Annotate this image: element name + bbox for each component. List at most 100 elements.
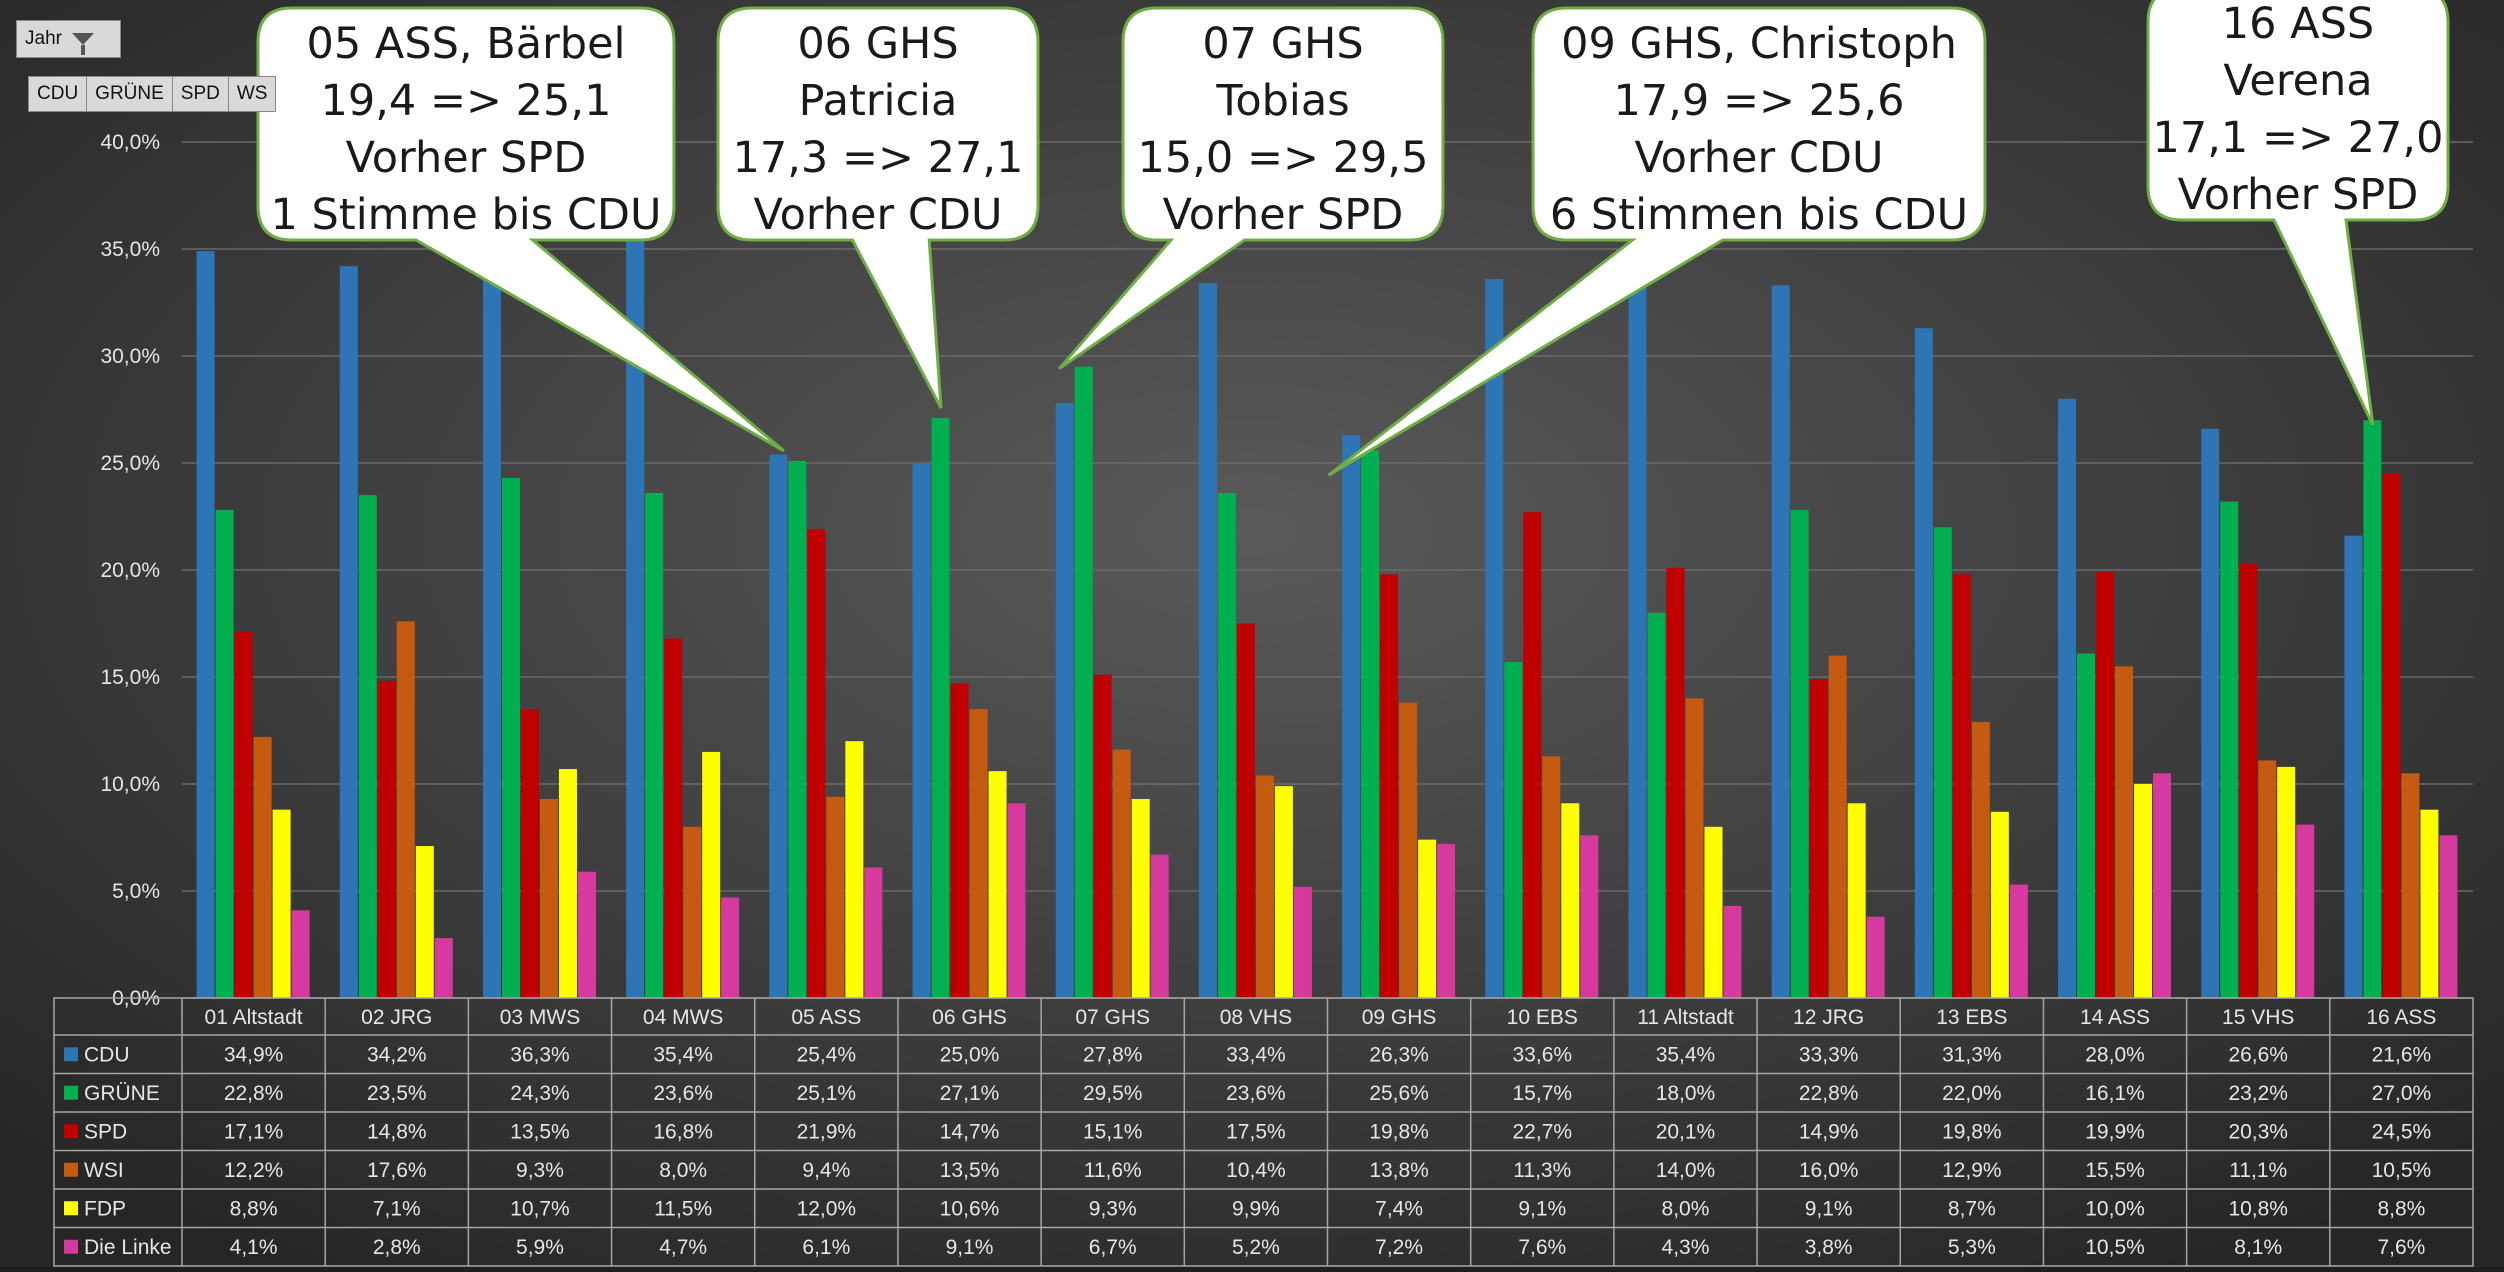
bar-wsi <box>1971 721 1990 998</box>
data-label: 7,6% <box>2377 1236 2425 1259</box>
data-label: 7,2% <box>1375 1236 1423 1259</box>
data-label: 16,1% <box>2085 1082 2145 1105</box>
bar-die-linke <box>2439 835 2458 998</box>
data-label: 36,3% <box>510 1043 570 1066</box>
callout-bubble <box>1058 6 1445 370</box>
legend-swatch-spd <box>64 1124 78 1139</box>
data-label: 8,0% <box>659 1159 707 1182</box>
data-label: 9,4% <box>802 1159 850 1182</box>
data-label: 17,1% <box>224 1120 284 1143</box>
callout-text: Vorher SPD <box>346 133 587 183</box>
bar-gruene <box>1647 612 1666 998</box>
data-label: 34,9% <box>224 1043 284 1066</box>
data-label: 14,9% <box>1799 1120 1859 1143</box>
bar-gruene <box>788 460 807 998</box>
legend-swatch-cdu <box>64 1047 78 1062</box>
bar-wsi <box>1112 749 1131 998</box>
data-label: 15,5% <box>2085 1159 2145 1182</box>
bar-spd <box>1236 623 1255 998</box>
data-label: 16,0% <box>1799 1159 1859 1182</box>
data-label: 15,1% <box>1083 1120 1143 1143</box>
bar-spd <box>807 529 826 998</box>
data-label: 9,1% <box>1805 1197 1853 1220</box>
data-label: 33,6% <box>1513 1043 1573 1066</box>
data-label: 5,3% <box>1948 1236 1996 1259</box>
bar-wsi <box>826 796 845 998</box>
y-tick-label: 35,0% <box>100 238 160 261</box>
data-label: 17,5% <box>1226 1120 1286 1143</box>
bar-gruene <box>501 477 520 999</box>
year-filter-button[interactable]: Jahr <box>16 20 121 58</box>
bar-spd <box>2239 563 2258 998</box>
bar-gruene <box>358 495 377 998</box>
bar-gruene <box>1361 450 1380 998</box>
bar-wsi <box>539 798 558 998</box>
bar-spd <box>1380 574 1399 998</box>
data-label: 9,3% <box>1089 1197 1137 1220</box>
series-fdp <box>272 741 2439 998</box>
bar-spd <box>1523 512 1542 998</box>
bar-spd <box>1952 574 1971 998</box>
category-label: 04 MWS <box>643 1006 724 1029</box>
bar-spd <box>2096 572 2115 998</box>
bar-fdp <box>988 771 1007 998</box>
callout-text: Verena <box>2223 56 2372 106</box>
bar-die-linke <box>577 871 596 998</box>
bar-cdu <box>626 240 645 998</box>
bar-cdu <box>1628 240 1647 998</box>
series-button-cdu[interactable]: CDU <box>28 76 87 112</box>
data-label: 9,1% <box>946 1236 994 1259</box>
data-label: 14,7% <box>940 1120 1000 1143</box>
callout-text: 6 Stimmen bis CDU <box>1550 190 1968 240</box>
bar-gruene <box>1074 366 1093 998</box>
data-label: 13,5% <box>940 1159 1000 1182</box>
y-tick-label: 10,0% <box>100 773 160 796</box>
callout-text: Patricia <box>799 76 958 126</box>
data-label: 27,8% <box>1083 1043 1143 1066</box>
legend-label-wsi: WSI <box>84 1159 124 1182</box>
category-label: 05 ASS <box>791 1006 861 1029</box>
category-label: 12 JRG <box>1793 1006 1864 1029</box>
y-tick-label: 20,0% <box>100 559 160 582</box>
legend-label-spd: SPD <box>84 1120 127 1143</box>
bar-wsi <box>1399 702 1418 998</box>
bar-fdp <box>1704 826 1723 998</box>
bar-wsi <box>683 826 702 998</box>
callout: 07 GHS Tobias 15,0 => 29,5 Vorher SPD <box>1058 6 1445 370</box>
bar-gruene <box>2220 501 2239 998</box>
data-label: 8,8% <box>2377 1197 2425 1220</box>
data-label: 25,1% <box>797 1082 857 1105</box>
bar-cdu <box>2201 428 2220 998</box>
bar-wsi <box>2115 666 2134 998</box>
bar-gruene <box>215 510 234 998</box>
category-label: 08 VHS <box>1220 1006 1292 1029</box>
legend-swatch-wsi <box>64 1162 78 1177</box>
bar-fdp <box>2134 784 2153 998</box>
callout-bubble <box>2146 0 2450 426</box>
data-label: 6,7% <box>1089 1236 1137 1259</box>
bar-cdu <box>1342 435 1361 998</box>
data-label: 17,6% <box>367 1159 427 1182</box>
data-label: 10,5% <box>2085 1236 2145 1259</box>
callout-text: 17,3 => 27,1 <box>733 133 1024 183</box>
data-label: 22,0% <box>1942 1082 2002 1105</box>
data-label: 5,9% <box>516 1236 564 1259</box>
category-label: 06 GHS <box>932 1006 1007 1029</box>
bar-wsi <box>969 709 988 998</box>
callout-bubble <box>716 6 1040 409</box>
bar-die-linke <box>721 897 740 998</box>
data-label: 8,7% <box>1948 1197 1996 1220</box>
data-label: 25,4% <box>797 1043 857 1066</box>
series-button-wsi[interactable]: WS <box>227 76 277 112</box>
data-label: 6,1% <box>802 1236 850 1259</box>
bar-cdu <box>1055 403 1074 999</box>
series-button-spd[interactable]: SPD <box>171 76 228 112</box>
table-border <box>53 997 2474 1267</box>
bar-gruene <box>1933 527 1952 998</box>
bar-spd <box>1093 674 1112 998</box>
series-button-gruene[interactable]: GRÜNE <box>86 76 172 112</box>
bar-die-linke <box>1866 916 1885 998</box>
y-tick-label: 15,0% <box>100 666 160 689</box>
data-label: 26,3% <box>1369 1043 1429 1066</box>
bar-wsi <box>1828 655 1847 998</box>
